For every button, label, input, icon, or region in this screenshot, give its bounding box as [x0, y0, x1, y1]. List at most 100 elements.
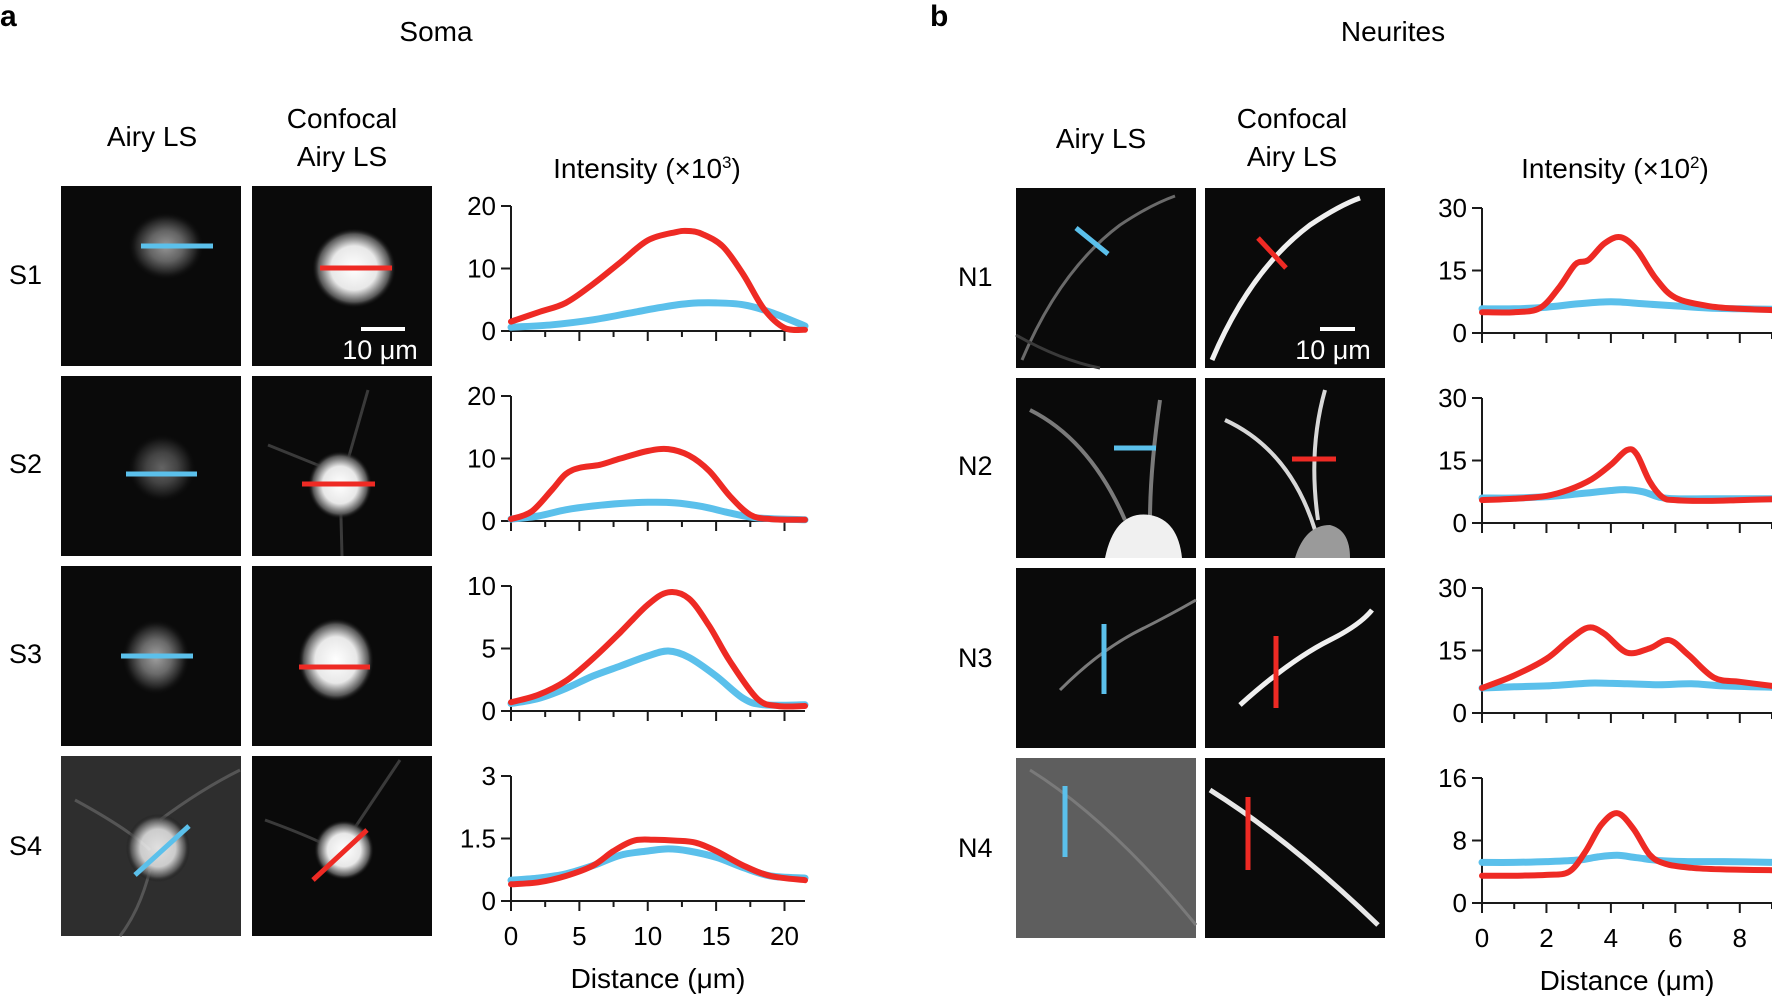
plot-s1: 0 10 20 — [467, 191, 809, 346]
y-tick-label: 10 — [467, 571, 496, 601]
image-n4-confocal — [1205, 758, 1385, 938]
y-tick-label: 30 — [1438, 193, 1467, 223]
plot-s2: 0 10 20 — [467, 381, 809, 536]
row-label-s4: S4 — [9, 831, 42, 861]
y-tick-label: 20 — [467, 381, 496, 411]
image-n3-airy — [1016, 568, 1197, 748]
plot-n4: 0 8 16 0 2 4 6 8 Distance (μm) — [1438, 763, 1772, 996]
series-line-airy — [1478, 851, 1772, 866]
series-line-confocal — [1479, 234, 1772, 316]
y-tick-label: 5 — [482, 634, 496, 664]
panel-b-col-confocal-line1: Confocal — [1237, 103, 1348, 134]
y-tick-label: 8 — [1453, 826, 1467, 856]
series-line-confocal — [508, 836, 808, 888]
x-axis-label: Distance (μm) — [571, 963, 746, 994]
scale-bar-label-a: 10 μm — [342, 335, 418, 365]
image-s1-confocal: 10 μm — [252, 186, 432, 366]
x-tick-label: 4 — [1604, 923, 1618, 953]
y-tick-label: 16 — [1438, 763, 1467, 793]
panel-a: a Soma Airy LS Confocal Airy LS Intensit… — [0, 0, 809, 994]
row-label-s3: S3 — [9, 639, 42, 669]
image-n2-airy — [1016, 378, 1196, 558]
y-tick-label: 0 — [1453, 508, 1467, 538]
panel-b-title: Neurites — [1341, 16, 1445, 47]
line-profile-n1-airy — [1074, 226, 1110, 256]
plot-n1: 0 15 30 — [1438, 193, 1772, 348]
panel-b-intensity-label: Intensity (×102) — [1521, 153, 1709, 184]
series-line-confocal — [508, 589, 808, 710]
plot-s3: 0 5 10 — [467, 571, 809, 726]
series-line-airy — [507, 647, 809, 709]
line-profile-s4-airy — [133, 824, 191, 877]
row-label-n4: N4 — [958, 833, 993, 863]
plot-s4: 0 1.5 3 0 5 10 15 20 Distance (μm) — [460, 761, 809, 994]
row-label-s2: S2 — [9, 449, 42, 479]
series-line-confocal — [508, 445, 808, 523]
x-tick-label: 8 — [1733, 923, 1747, 953]
panel-b-intensity-exp: 2 — [1690, 153, 1699, 172]
y-tick-label: 15 — [1438, 256, 1467, 286]
panel-b: b Neurites Airy LS Confocal Airy LS Inte… — [930, 0, 1772, 996]
panel-b-col-airy: Airy LS — [1056, 123, 1146, 154]
panel-a-intensity-exp: 3 — [722, 153, 731, 172]
scale-bar-label-b: 10 μm — [1295, 335, 1371, 365]
y-tick-label: 1.5 — [460, 824, 496, 854]
x-tick-label: 6 — [1668, 923, 1682, 953]
image-n2-confocal — [1205, 378, 1385, 558]
y-tick-label: 30 — [1438, 383, 1467, 413]
y-tick-label: 15 — [1438, 636, 1467, 666]
image-s4-airy — [61, 756, 241, 937]
plot-n2: 0 15 30 — [1438, 383, 1772, 538]
y-tick-label: 10 — [467, 444, 496, 474]
y-tick-label: 0 — [482, 886, 496, 916]
plot-n3: 0 15 30 — [1438, 573, 1772, 728]
row-label-s1: S1 — [9, 260, 42, 290]
line-profile-s4-confocal — [311, 828, 369, 882]
panel-a-title: Soma — [399, 16, 473, 47]
series-line-airy — [1478, 679, 1772, 692]
series-line-airy — [507, 299, 809, 331]
series-line-confocal — [1479, 624, 1772, 691]
image-n3-confocal — [1205, 568, 1385, 748]
x-tick-label: 0 — [1475, 923, 1489, 953]
x-axis-label: Distance (μm) — [1540, 965, 1715, 996]
panel-a-col-confocal-line1: Confocal — [287, 103, 398, 134]
image-n4-airy — [1016, 758, 1198, 938]
image-n1-airy — [1015, 188, 1196, 370]
panel-a-col-confocal-line2: Airy LS — [297, 141, 387, 172]
y-tick-label: 20 — [467, 191, 496, 221]
panel-a-letter: a — [0, 0, 17, 33]
series-line-confocal — [1479, 810, 1772, 879]
panel-a-intensity-close: ) — [732, 153, 741, 184]
y-tick-label: 0 — [482, 316, 496, 346]
panel-a-intensity-label: Intensity (×103) — [553, 153, 741, 184]
x-tick-label: 5 — [572, 921, 586, 951]
image-n1-confocal: 10 μm — [1205, 188, 1385, 368]
series-line-airy — [507, 498, 809, 524]
image-s2-confocal — [252, 376, 432, 557]
panel-a-intensity-text: Intensity (×10 — [553, 153, 722, 184]
y-tick-label: 15 — [1438, 446, 1467, 476]
x-tick-label: 20 — [770, 921, 799, 951]
image-s2-airy — [61, 376, 241, 556]
row-label-n3: N3 — [958, 643, 993, 673]
x-tick-label: 15 — [702, 921, 731, 951]
panel-b-col-confocal-line2: Airy LS — [1247, 141, 1337, 172]
line-profile-n1-confocal — [1256, 236, 1288, 270]
series-line-confocal — [1479, 446, 1772, 504]
y-tick-label: 0 — [1453, 698, 1467, 728]
y-tick-label: 0 — [482, 506, 496, 536]
image-s4-confocal — [252, 756, 432, 936]
x-tick-label: 0 — [504, 921, 518, 951]
y-tick-label: 0 — [1453, 318, 1467, 348]
row-label-n2: N2 — [958, 451, 993, 481]
series-line-confocal — [508, 227, 808, 333]
panel-a-col-airy: Airy LS — [107, 121, 197, 152]
y-tick-label: 10 — [467, 254, 496, 284]
y-tick-label: 3 — [482, 761, 496, 791]
image-s1-airy — [61, 186, 241, 366]
row-label-n1: N1 — [958, 262, 993, 292]
image-s3-confocal — [252, 566, 432, 746]
image-s3-airy — [61, 566, 241, 746]
